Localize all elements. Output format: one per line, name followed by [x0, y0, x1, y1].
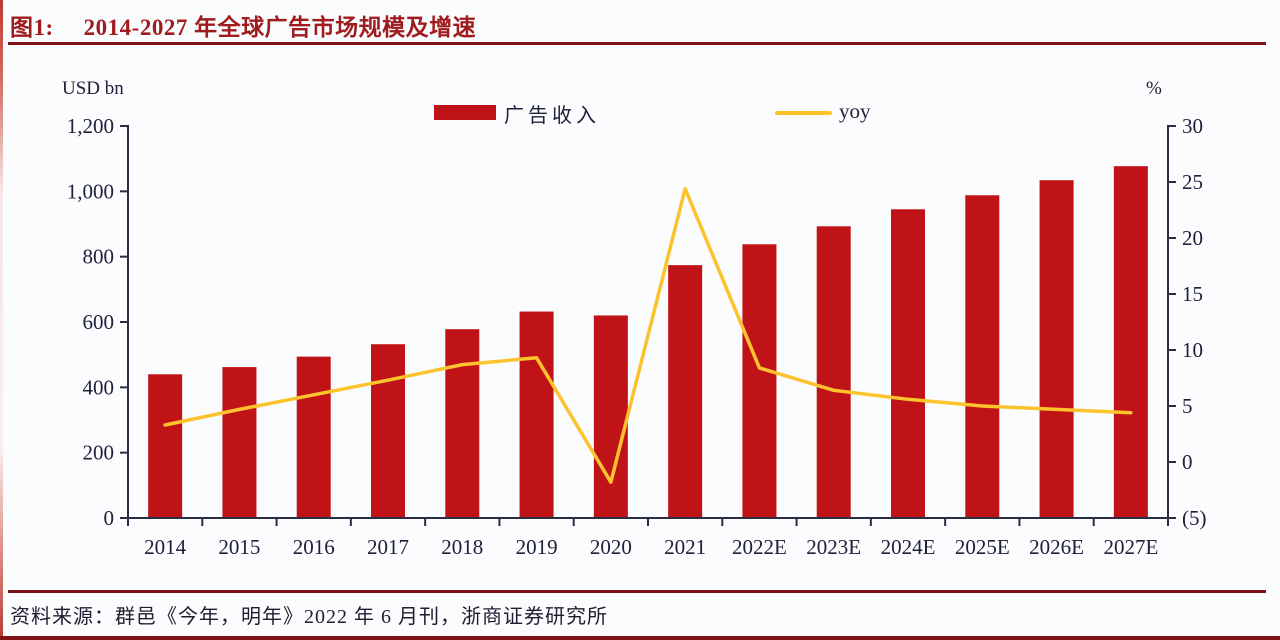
x-axis-category-label: 2016 [293, 535, 335, 559]
x-axis-category-label: 2025E [955, 535, 1010, 559]
bar-2024E [891, 209, 925, 519]
page-bottom-border [0, 636, 1280, 640]
chart-legend: 广告收入 yoy [0, 96, 1280, 128]
bar-2027E [1113, 166, 1148, 518]
bar-2019 [519, 311, 554, 518]
x-axis-category-label: 2015 [218, 535, 260, 559]
bar-2018 [445, 329, 480, 518]
bar-2022E [742, 244, 777, 518]
right-axis-tick-label: 0 [1182, 450, 1193, 474]
left-axis-tick-label: 0 [104, 506, 115, 530]
left-axis-tick-label: 400 [83, 375, 115, 399]
x-axis-category-label: 2024E [881, 535, 936, 559]
page-edge-stripe [0, 0, 3, 640]
bar-2016 [296, 356, 331, 518]
left-axis-tick-label: 1,200 [67, 114, 114, 138]
left-axis-tick-label: 200 [83, 441, 115, 465]
right-axis-tick-label: 10 [1182, 338, 1203, 362]
right-axis-tick-label: 20 [1182, 226, 1203, 250]
x-axis-category-label: 2022E [732, 535, 787, 559]
right-axis-tick-label: (5) [1182, 506, 1207, 530]
x-axis-category-label: 2014 [144, 535, 187, 559]
bar-2017 [371, 344, 405, 518]
legend-bar-label: 广告收入 [504, 105, 600, 127]
right-axis-tick-label: 25 [1182, 170, 1203, 194]
source-divider [8, 590, 1266, 593]
legend-line-label: yoy [839, 99, 871, 123]
x-axis-category-label: 2021 [664, 535, 706, 559]
figure-title-text: 2014-2027 年全球广告市场规模及增速 [83, 15, 477, 40]
x-axis-category-label: 2027E [1103, 535, 1158, 559]
x-axis-category-label: 2026E [1029, 535, 1084, 559]
bar-2020 [593, 315, 628, 518]
right-axis-tick-label: 30 [1182, 114, 1203, 138]
x-axis-category-label: 2017 [367, 535, 409, 559]
bar-2014 [148, 374, 183, 518]
right-axis-unit-label: % [1146, 78, 1162, 99]
bar-2023E [816, 226, 851, 518]
bar-2025E [965, 195, 1000, 518]
legend-bar-swatch [434, 105, 496, 120]
figure-title: 图1: 2014-2027 年全球广告市场规模及增速 [10, 8, 477, 40]
right-axis-tick-label: 5 [1182, 394, 1193, 418]
x-axis-category-label: 2020 [590, 535, 632, 559]
left-axis-tick-label: 1,000 [67, 179, 114, 203]
yoy-line [163, 186, 1133, 484]
right-axis-tick-label: 15 [1182, 282, 1203, 306]
bar-2021 [668, 265, 703, 518]
bar-2026E [1039, 180, 1074, 518]
left-axis-unit-label: USD bn [62, 78, 124, 99]
title-divider [8, 42, 1266, 45]
left-axis-tick-label: 800 [83, 245, 115, 269]
source-note: 资料来源：群邑《今年，明年》2022 年 6 月刊，浙商证券研究所 [10, 606, 608, 628]
left-axis-tick-label: 600 [83, 310, 115, 334]
x-axis-category-label: 2023E [806, 535, 861, 559]
bar-2015 [222, 367, 257, 518]
figure-label: 图1: [10, 15, 54, 40]
legend-line-swatch [775, 111, 832, 115]
x-axis-category-label: 2019 [516, 535, 558, 559]
x-axis-category-label: 2018 [441, 535, 483, 559]
